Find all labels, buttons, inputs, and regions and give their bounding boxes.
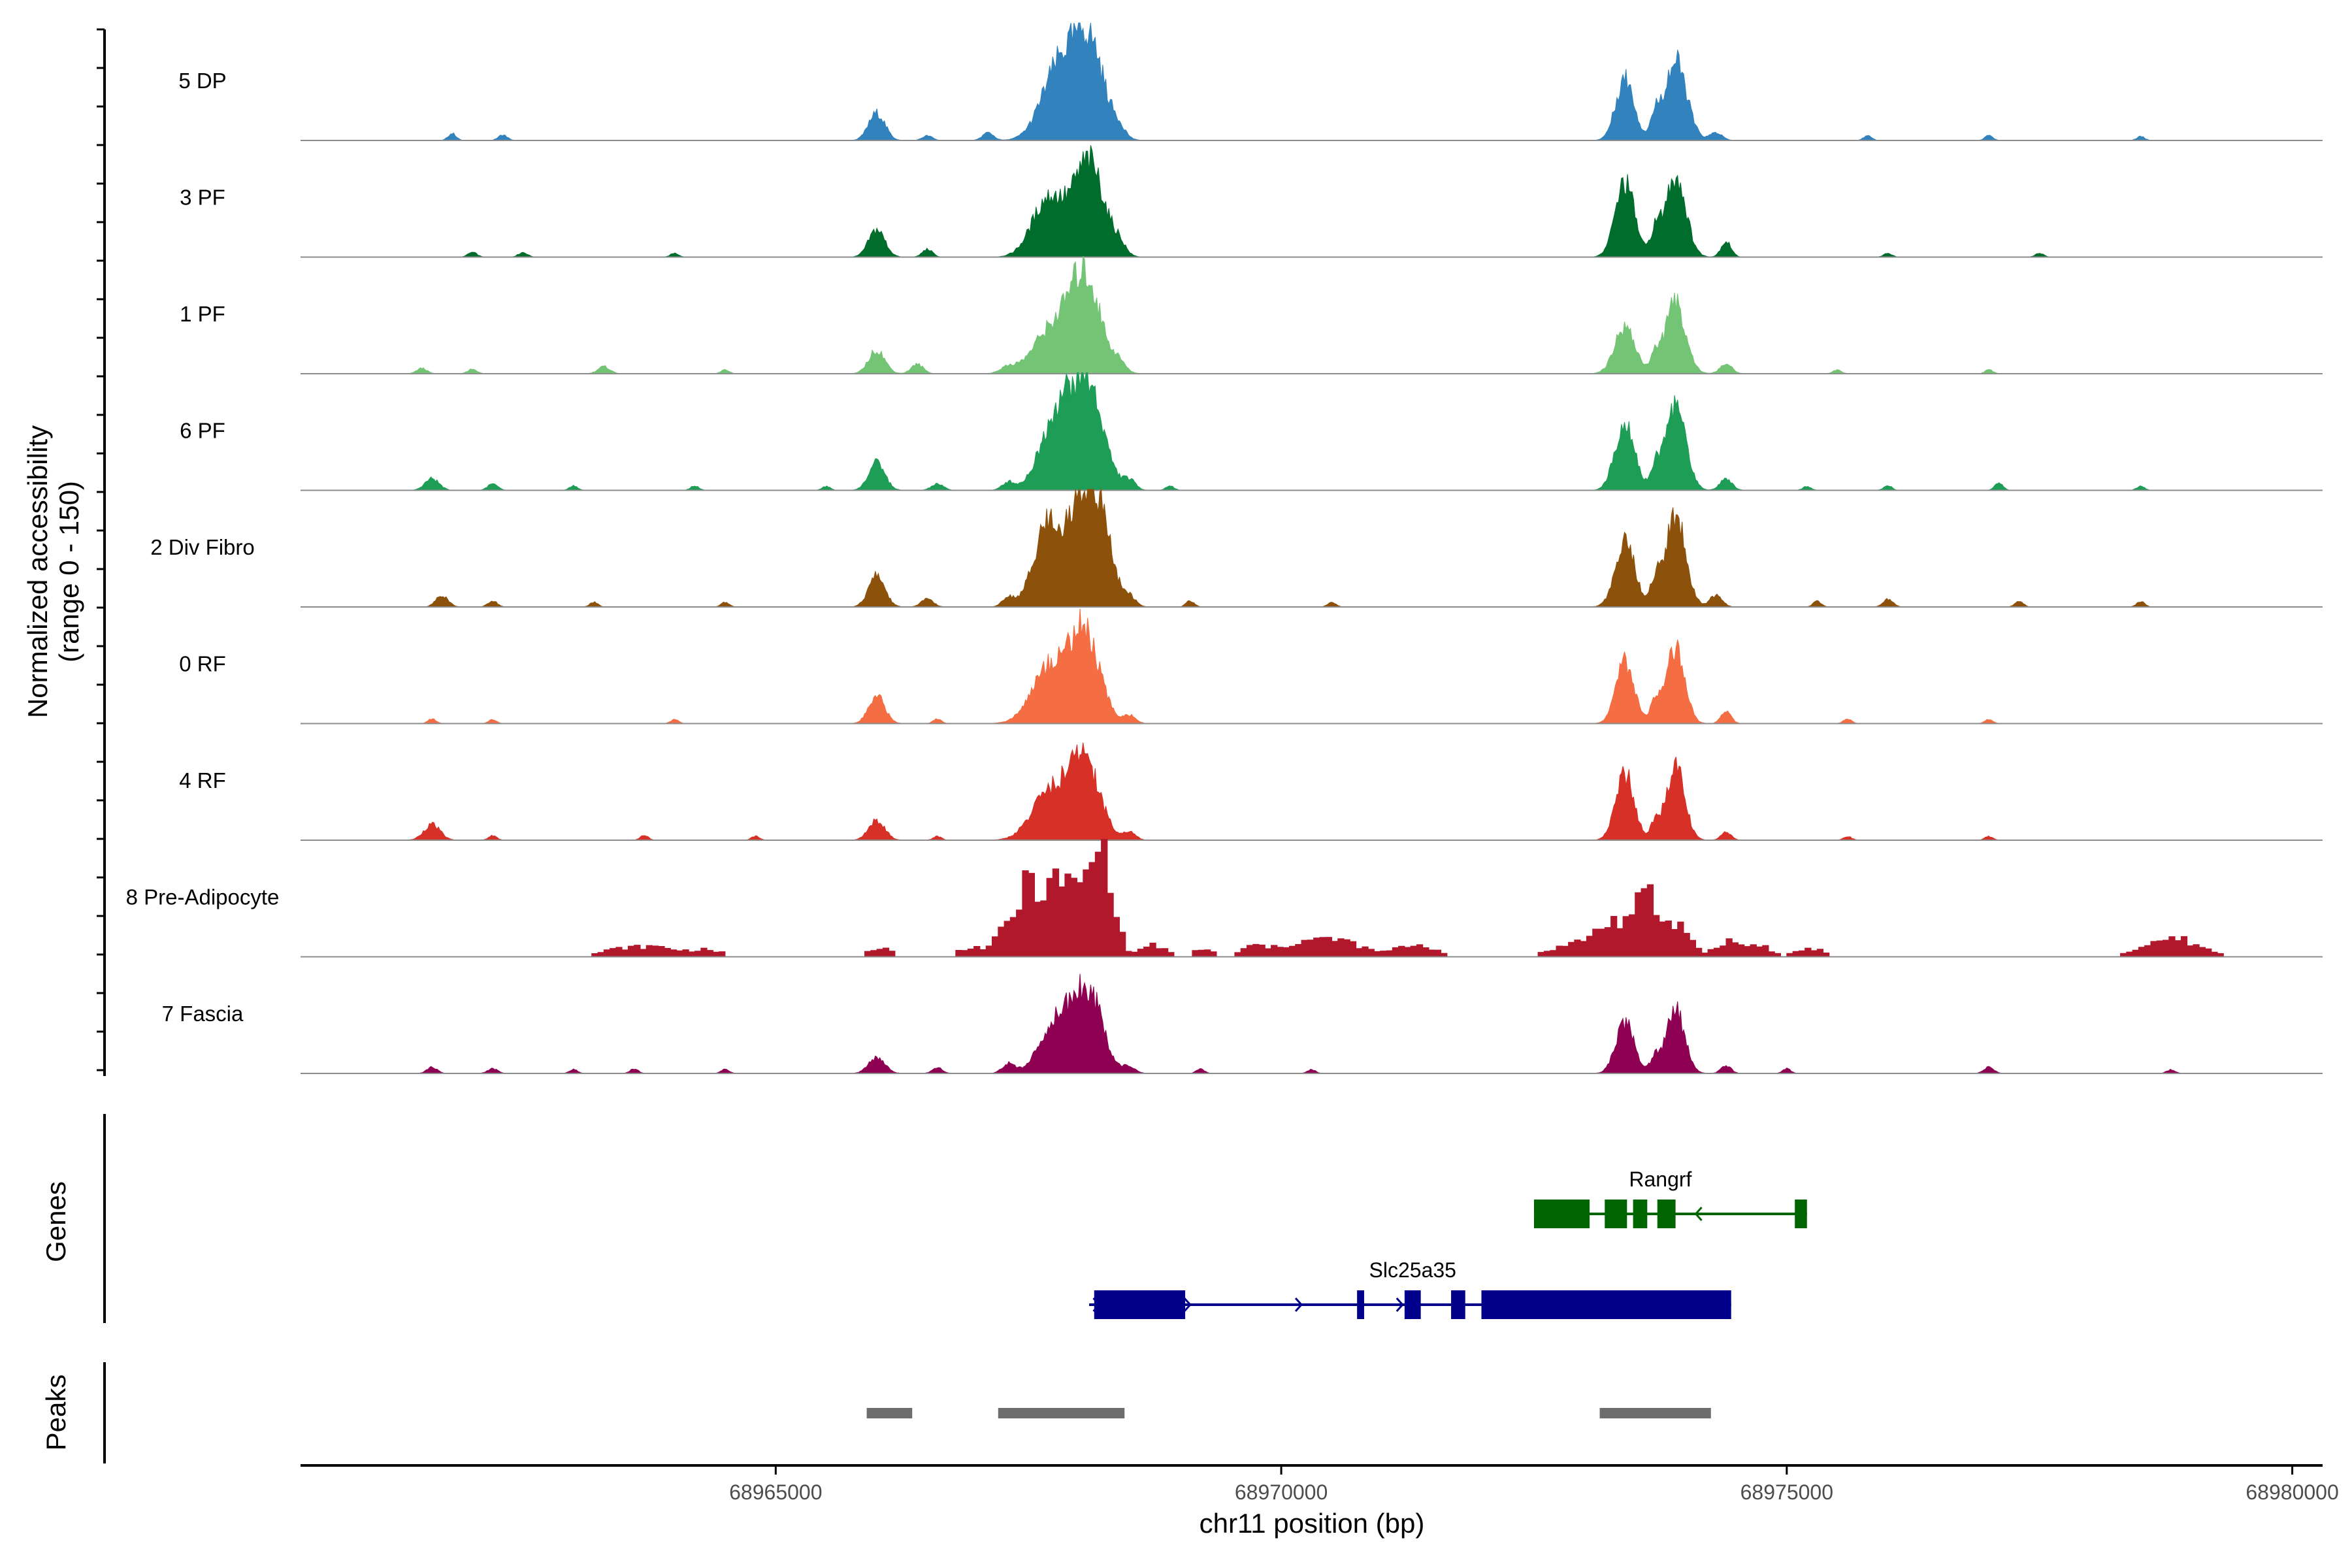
y-axis-title: Normalized accessibility — [22, 425, 53, 718]
track-label: 5 DP — [178, 69, 226, 93]
track-1: 5 DP — [178, 22, 2323, 141]
gene-exon — [1633, 1200, 1648, 1228]
gene-slc25a35: Slc25a35 — [1089, 1258, 1731, 1319]
coverage-area — [301, 145, 2323, 257]
track-label: 7 Fascia — [162, 1002, 244, 1026]
track-label: 4 RF — [179, 768, 226, 792]
coverage-area — [301, 742, 2323, 841]
genes-panel-title: Genes — [41, 1181, 71, 1262]
strand-arrow — [1694, 1206, 1703, 1222]
x-tick-label: 68965000 — [729, 1480, 822, 1504]
gene-exon — [1357, 1290, 1364, 1319]
y-axis-group — [97, 28, 106, 1076]
coverage-area — [301, 839, 2323, 957]
gene-exon — [1481, 1290, 1731, 1319]
gene-exon — [1404, 1290, 1421, 1319]
track-4: 6 PF — [180, 372, 2323, 491]
coverage-tracks: 5 DP 3 PF 1 PF 6 PF 2 Div Fibro 0 RF 4 RF 8 Pre… — [126, 22, 2323, 1074]
coverage-area — [301, 973, 2323, 1074]
gene-exon — [1533, 1200, 1590, 1228]
track-label: 3 PF — [180, 186, 225, 210]
track-7: 4 RF — [179, 742, 2323, 841]
gene-exon — [1605, 1200, 1627, 1228]
track-label: 8 Pre-Adipocyte — [126, 885, 280, 909]
track-8: 8 Pre-Adipocyte — [126, 839, 2323, 958]
coverage-area — [301, 488, 2323, 608]
peaks-panel-title: Peaks — [41, 1375, 71, 1451]
x-tick-label: 68970000 — [1235, 1480, 1328, 1504]
x-axis-group: 68965000 68970000 68975000 68980000 — [301, 1464, 2339, 1504]
peak-region — [1599, 1408, 1711, 1418]
coverage-area — [301, 372, 2323, 491]
strand-arrow — [1183, 1297, 1192, 1313]
coverage-area — [301, 255, 2323, 374]
peak-region — [998, 1408, 1125, 1418]
x-axis-title: chr11 position (bp) — [1200, 1508, 1425, 1539]
track-2: 3 PF — [180, 145, 2323, 258]
peaks-panel — [103, 1362, 1711, 1463]
gene-annotation-panel: Rangrf Slc25a35 — [103, 1114, 1807, 1323]
gene-exon — [1795, 1200, 1807, 1228]
track-3: 1 PF — [180, 255, 2323, 374]
gene-exon — [1451, 1290, 1465, 1319]
gene-rangrf: Rangrf — [1533, 1168, 1807, 1228]
x-tick-label: 68975000 — [1740, 1480, 1833, 1504]
strand-arrow — [1396, 1297, 1404, 1313]
coverage-area — [301, 608, 2323, 724]
track-5: 2 Div Fibro — [150, 488, 2323, 608]
track-label: 6 PF — [180, 419, 225, 443]
strand-arrow — [1294, 1297, 1303, 1313]
gene-exon — [1094, 1290, 1186, 1319]
gene-label: Slc25a35 — [1369, 1258, 1456, 1282]
coverage-area — [301, 22, 2323, 141]
gene-label: Rangrf — [1629, 1168, 1691, 1191]
track-9: 7 Fascia — [162, 973, 2323, 1074]
peak-region — [866, 1408, 913, 1418]
track-label: 0 RF — [179, 652, 226, 676]
track-label: 2 Div Fibro — [150, 535, 255, 559]
x-tick-label: 68980000 — [2246, 1480, 2338, 1504]
track-label: 1 PF — [180, 302, 225, 326]
gene-exon — [1657, 1200, 1676, 1228]
track-6: 0 RF — [179, 608, 2323, 725]
y-axis-range: (range 0 - 150) — [54, 481, 84, 662]
